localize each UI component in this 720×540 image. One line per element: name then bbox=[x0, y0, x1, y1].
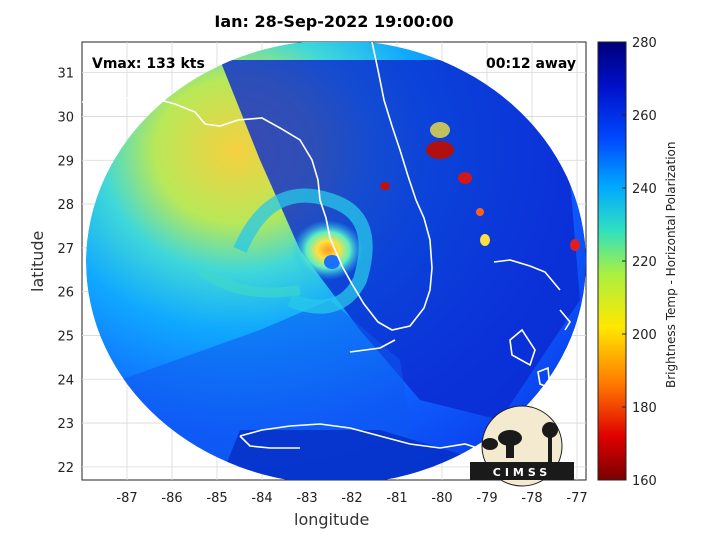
y-tick-label: 22 bbox=[57, 461, 74, 476]
x-tick-label: -85 bbox=[206, 491, 227, 506]
colorbar-tick-label: 180 bbox=[632, 401, 657, 416]
x-tick-label: -87 bbox=[116, 491, 137, 506]
x-tick-label: -84 bbox=[251, 491, 272, 506]
x-tick-label: -79 bbox=[476, 491, 497, 506]
y-tick-label: 26 bbox=[57, 286, 74, 301]
vmax-label: Vmax: 133 kts bbox=[92, 56, 205, 72]
cimss-logo-text: CIMSS bbox=[493, 466, 551, 479]
x-tick-label: -78 bbox=[521, 491, 542, 506]
x-tick-label: -81 bbox=[386, 491, 407, 506]
y-axis-label: latitude bbox=[28, 230, 47, 292]
colorbar-tick-label: 280 bbox=[632, 36, 657, 51]
colorbar bbox=[597, 41, 627, 481]
x-tick-label: -83 bbox=[296, 491, 317, 506]
colorbar-tick-label: 200 bbox=[632, 328, 657, 343]
y-tick-label: 31 bbox=[57, 67, 74, 82]
y-tick-label: 24 bbox=[57, 373, 74, 388]
colorbar-ticks: 280 260 240 220 200 180 160 bbox=[622, 36, 657, 489]
x-axis-label: longitude bbox=[294, 510, 370, 529]
page-title: Ian: 28-Sep-2022 19:00:00 bbox=[214, 12, 454, 31]
brightness-swath bbox=[86, 42, 586, 480]
y-tick-label: 25 bbox=[57, 329, 74, 344]
colorbar-tick-label: 160 bbox=[632, 474, 657, 489]
x-tick-label: -80 bbox=[431, 491, 452, 506]
time-away-label: 00:12 away bbox=[486, 56, 576, 72]
x-tick-label: -77 bbox=[566, 491, 587, 506]
x-axis-ticks: -87 -86 -85 -84 -83 -82 -81 -80 -79 -78 -77 bbox=[116, 491, 587, 506]
x-tick-label: -86 bbox=[161, 491, 182, 506]
y-tick-label: 27 bbox=[57, 242, 74, 257]
y-tick-label: 29 bbox=[57, 154, 74, 169]
colorbar-label: Brightness Temp - Horizontal Polarizatio… bbox=[664, 141, 678, 388]
y-tick-label: 23 bbox=[57, 417, 74, 432]
colorbar-tick-label: 240 bbox=[632, 182, 657, 197]
y-axis-ticks: 31 30 29 28 27 26 25 24 23 22 bbox=[57, 67, 74, 476]
colorbar-tick-label: 260 bbox=[632, 109, 657, 124]
cimss-logo: CIMSS bbox=[470, 405, 574, 487]
x-tick-label: -82 bbox=[341, 491, 362, 506]
colorbar-tick-label: 220 bbox=[632, 255, 657, 270]
y-tick-label: 28 bbox=[57, 198, 74, 213]
y-tick-label: 30 bbox=[57, 110, 74, 125]
